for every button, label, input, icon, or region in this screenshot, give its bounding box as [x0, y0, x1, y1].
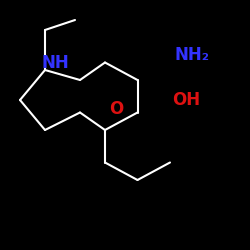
Text: O: O — [109, 100, 124, 118]
Text: NH₂: NH₂ — [175, 46, 210, 64]
Text: NH: NH — [41, 54, 69, 72]
Text: OH: OH — [172, 91, 201, 109]
